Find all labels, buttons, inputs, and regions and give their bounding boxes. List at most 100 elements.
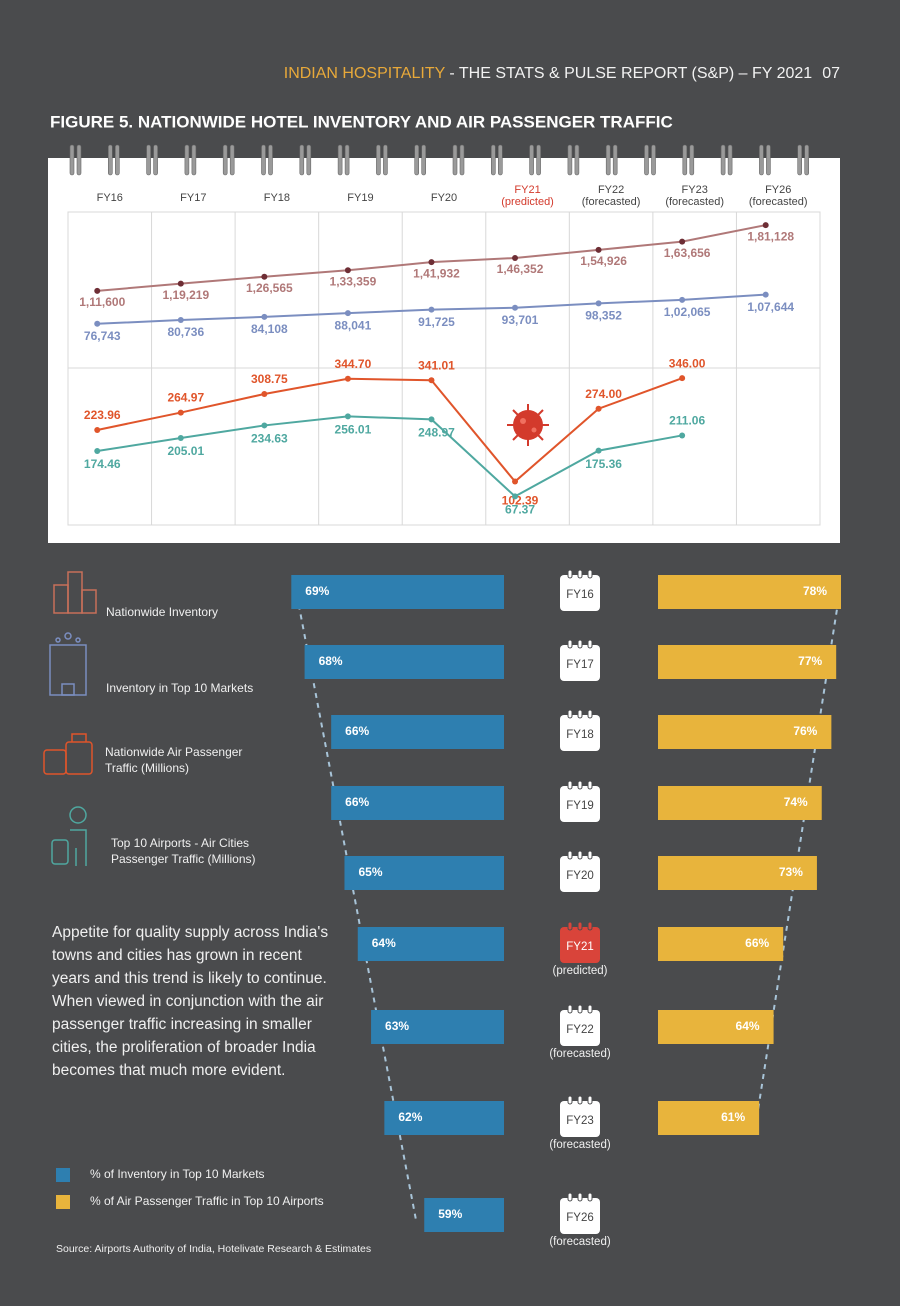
data-label: 1,19,219 (162, 288, 209, 302)
category-note: (predicted) (553, 965, 608, 977)
ring (759, 144, 764, 176)
ring (421, 144, 427, 176)
bar (291, 575, 504, 609)
calendar-ring (577, 1004, 583, 1014)
bar-label: 66% (345, 724, 369, 738)
calendar-ring (587, 850, 593, 860)
calendar-ring (577, 850, 583, 860)
data-point (595, 447, 602, 454)
calendar-icon (560, 645, 600, 681)
series-name: Inventory in Top 10 Markets (106, 681, 254, 695)
ring (299, 144, 305, 176)
calendar-ring (587, 921, 593, 931)
bar-label: 66% (745, 936, 769, 950)
ring (376, 144, 381, 176)
data-point (762, 222, 769, 229)
data-label: 205.01 (167, 444, 204, 458)
data-label: 1,46,352 (497, 262, 544, 276)
calendar-ring (567, 850, 573, 860)
ring (229, 144, 235, 176)
x-tick-label: FY16 (97, 192, 123, 204)
data-point (94, 447, 101, 454)
luggage-icon (43, 733, 93, 775)
ring (306, 144, 312, 176)
inventory-icon (53, 571, 97, 614)
data-point (595, 246, 602, 253)
data-label: 1,81,128 (747, 229, 794, 243)
bar (658, 1010, 774, 1044)
calendar-ring (567, 639, 573, 649)
data-point (344, 310, 351, 317)
bar (658, 715, 832, 749)
bar-label: 78% (803, 584, 827, 598)
ring (536, 144, 541, 176)
ring (766, 144, 771, 176)
x-tick-note: (predicted) (501, 196, 554, 208)
data-point (679, 296, 686, 303)
ring (459, 144, 465, 176)
calendar-ring (577, 921, 583, 931)
funnel-guide (757, 589, 841, 1111)
bar (304, 645, 504, 679)
calendar-icon (560, 927, 600, 963)
calendar-icon (560, 575, 600, 611)
data-label: 1,41,932 (413, 266, 460, 280)
data-point (261, 313, 268, 320)
calendar-ring (587, 780, 593, 790)
category-note: (forecasted) (549, 1139, 611, 1151)
data-label: 91,725 (418, 315, 455, 329)
x-tick-label: FY26 (765, 184, 791, 196)
calendar-icon (560, 856, 600, 892)
calendar-ring (567, 1095, 573, 1105)
bar (344, 856, 504, 890)
data-label: 1,02,065 (664, 305, 711, 319)
bar-label: 62% (398, 1110, 422, 1124)
bar (371, 1010, 504, 1044)
series-name: Nationwide Inventory (106, 605, 219, 619)
bar (384, 1101, 504, 1135)
data-point (679, 375, 686, 382)
data-label: 102.39 (502, 494, 539, 508)
ring (261, 144, 266, 176)
calendar-icon (560, 715, 600, 751)
ring (268, 144, 273, 176)
ring (76, 144, 82, 176)
calendar-ring (587, 1004, 593, 1014)
ring (574, 144, 580, 176)
bar (331, 715, 504, 749)
data-label: 93,701 (502, 313, 539, 327)
x-tick-note: (forecasted) (665, 196, 724, 208)
calendar-ring (587, 569, 593, 579)
calendar-icon (560, 786, 600, 822)
ring (567, 144, 573, 176)
calendar-ring (587, 1192, 593, 1202)
category-label: FY19 (566, 800, 594, 812)
bar-label: 74% (784, 795, 808, 809)
funnel-guide (294, 584, 417, 1221)
ring (727, 144, 733, 176)
data-point (679, 432, 686, 439)
bar (424, 1198, 504, 1232)
data-label: 1,11,600 (79, 295, 125, 309)
data-label: 1,54,926 (580, 254, 627, 268)
ring (344, 144, 350, 176)
legend-label: % of Inventory in Top 10 Markets (90, 1167, 265, 1181)
calendar-ring (577, 1192, 583, 1202)
bar-label: 73% (779, 865, 803, 879)
ring (146, 144, 151, 176)
data-label: 1,07,644 (747, 300, 794, 314)
ring (797, 144, 803, 176)
data-label: 234.63 (251, 432, 288, 446)
data-point (512, 254, 519, 261)
data-point (94, 426, 101, 433)
data-point (679, 238, 686, 245)
bar (658, 1101, 760, 1135)
calendar-icon (560, 1010, 600, 1046)
ring (452, 144, 458, 176)
category-note: (forecasted) (549, 1236, 611, 1248)
category-label: FY17 (566, 659, 594, 671)
ring (605, 144, 611, 176)
ring (720, 144, 726, 176)
data-point (261, 390, 268, 397)
